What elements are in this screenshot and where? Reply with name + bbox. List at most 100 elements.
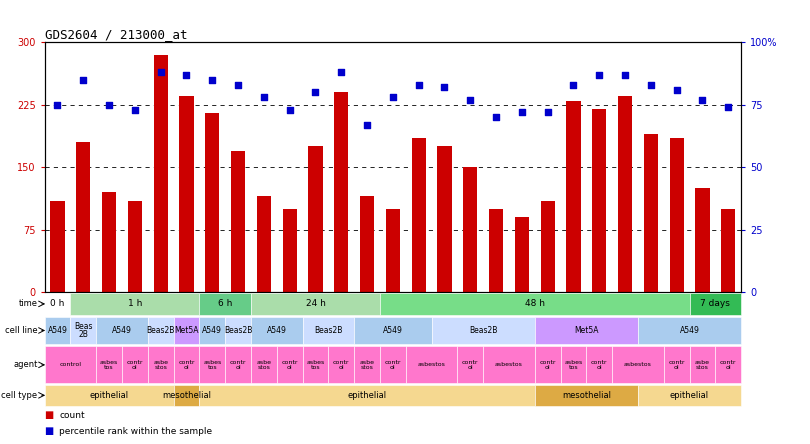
Point	[284, 106, 296, 113]
Bar	[535, 385, 638, 406]
Bar	[592, 109, 607, 292]
Text: epithelial: epithelial	[347, 391, 386, 400]
Text: Met5A: Met5A	[174, 326, 198, 335]
Text: Beas
2B: Beas 2B	[74, 322, 92, 339]
Bar	[540, 201, 555, 292]
Text: control: control	[59, 362, 81, 367]
Text: asbestos: asbestos	[624, 362, 652, 367]
Bar	[721, 209, 735, 292]
Text: asbestos: asbestos	[418, 362, 446, 367]
Bar	[566, 100, 581, 292]
Text: time: time	[19, 299, 37, 309]
Bar	[380, 293, 689, 315]
Text: cell type: cell type	[2, 391, 37, 400]
Bar	[437, 147, 451, 292]
Point	[309, 89, 322, 96]
Bar	[335, 92, 348, 292]
Bar	[561, 346, 586, 383]
Text: percentile rank within the sample: percentile rank within the sample	[59, 427, 212, 436]
Text: ■: ■	[45, 409, 53, 420]
Bar	[50, 201, 65, 292]
Text: asbes
tos: asbes tos	[203, 360, 221, 370]
Text: contr
ol: contr ol	[126, 360, 143, 370]
Text: mesothelial: mesothelial	[562, 391, 611, 400]
Bar	[257, 196, 271, 292]
Text: A549: A549	[202, 326, 222, 335]
Text: 24 h: 24 h	[305, 299, 326, 309]
Bar	[154, 55, 168, 292]
Point	[386, 94, 399, 101]
Bar	[173, 385, 199, 406]
Bar	[618, 96, 632, 292]
Point	[515, 109, 528, 116]
Bar	[670, 138, 684, 292]
Bar	[458, 346, 483, 383]
Text: contr
ol: contr ol	[333, 360, 349, 370]
Text: asbe
stos: asbe stos	[153, 360, 168, 370]
Bar	[205, 113, 220, 292]
Point	[258, 94, 271, 101]
Point	[619, 71, 632, 78]
Bar	[386, 209, 400, 292]
Point	[154, 69, 167, 76]
Bar	[483, 346, 535, 383]
Bar	[360, 196, 374, 292]
Bar	[612, 346, 663, 383]
Text: contr
ol: contr ol	[591, 360, 608, 370]
Bar	[173, 317, 199, 345]
Text: 1 h: 1 h	[128, 299, 142, 309]
Bar	[303, 317, 354, 345]
Bar	[96, 346, 122, 383]
Point	[722, 103, 735, 111]
Text: contr
ol: contr ol	[281, 360, 298, 370]
Bar	[45, 385, 173, 406]
Bar	[303, 346, 328, 383]
Text: agent: agent	[13, 361, 37, 369]
Point	[51, 101, 64, 108]
Point	[335, 69, 347, 76]
Bar	[45, 293, 70, 315]
Bar	[199, 346, 225, 383]
Point	[360, 121, 373, 128]
Bar	[354, 317, 432, 345]
Point	[128, 106, 141, 113]
Bar	[663, 346, 689, 383]
Bar	[70, 317, 96, 345]
Bar	[354, 346, 380, 383]
Text: contr
ol: contr ol	[720, 360, 736, 370]
Bar	[173, 346, 199, 383]
Bar	[179, 96, 194, 292]
Text: ■: ■	[45, 426, 53, 436]
Bar	[102, 192, 116, 292]
Point	[670, 86, 683, 93]
Text: asbes
tos: asbes tos	[100, 360, 118, 370]
Bar	[45, 346, 96, 383]
Bar	[199, 385, 535, 406]
Point	[412, 81, 425, 88]
Text: Beas2B: Beas2B	[314, 326, 343, 335]
Text: contr
ol: contr ol	[462, 360, 479, 370]
Point	[567, 81, 580, 88]
Text: asbes
tos: asbes tos	[565, 360, 582, 370]
Text: contr
ol: contr ol	[178, 360, 194, 370]
Point	[438, 83, 451, 91]
Text: epithelial: epithelial	[670, 391, 709, 400]
Bar	[70, 293, 199, 315]
Bar	[225, 317, 251, 345]
Text: contr
ol: contr ol	[668, 360, 685, 370]
Text: 7 days: 7 days	[701, 299, 731, 309]
Bar	[689, 346, 715, 383]
Bar	[689, 293, 741, 315]
Text: 48 h: 48 h	[525, 299, 545, 309]
Bar	[225, 346, 251, 383]
Bar	[231, 151, 245, 292]
Bar	[309, 147, 322, 292]
Bar	[199, 293, 251, 315]
Bar	[251, 293, 380, 315]
Point	[206, 76, 219, 83]
Bar	[199, 317, 225, 345]
Text: Beas2B: Beas2B	[147, 326, 175, 335]
Bar	[380, 346, 406, 383]
Bar	[147, 346, 173, 383]
Bar	[638, 385, 741, 406]
